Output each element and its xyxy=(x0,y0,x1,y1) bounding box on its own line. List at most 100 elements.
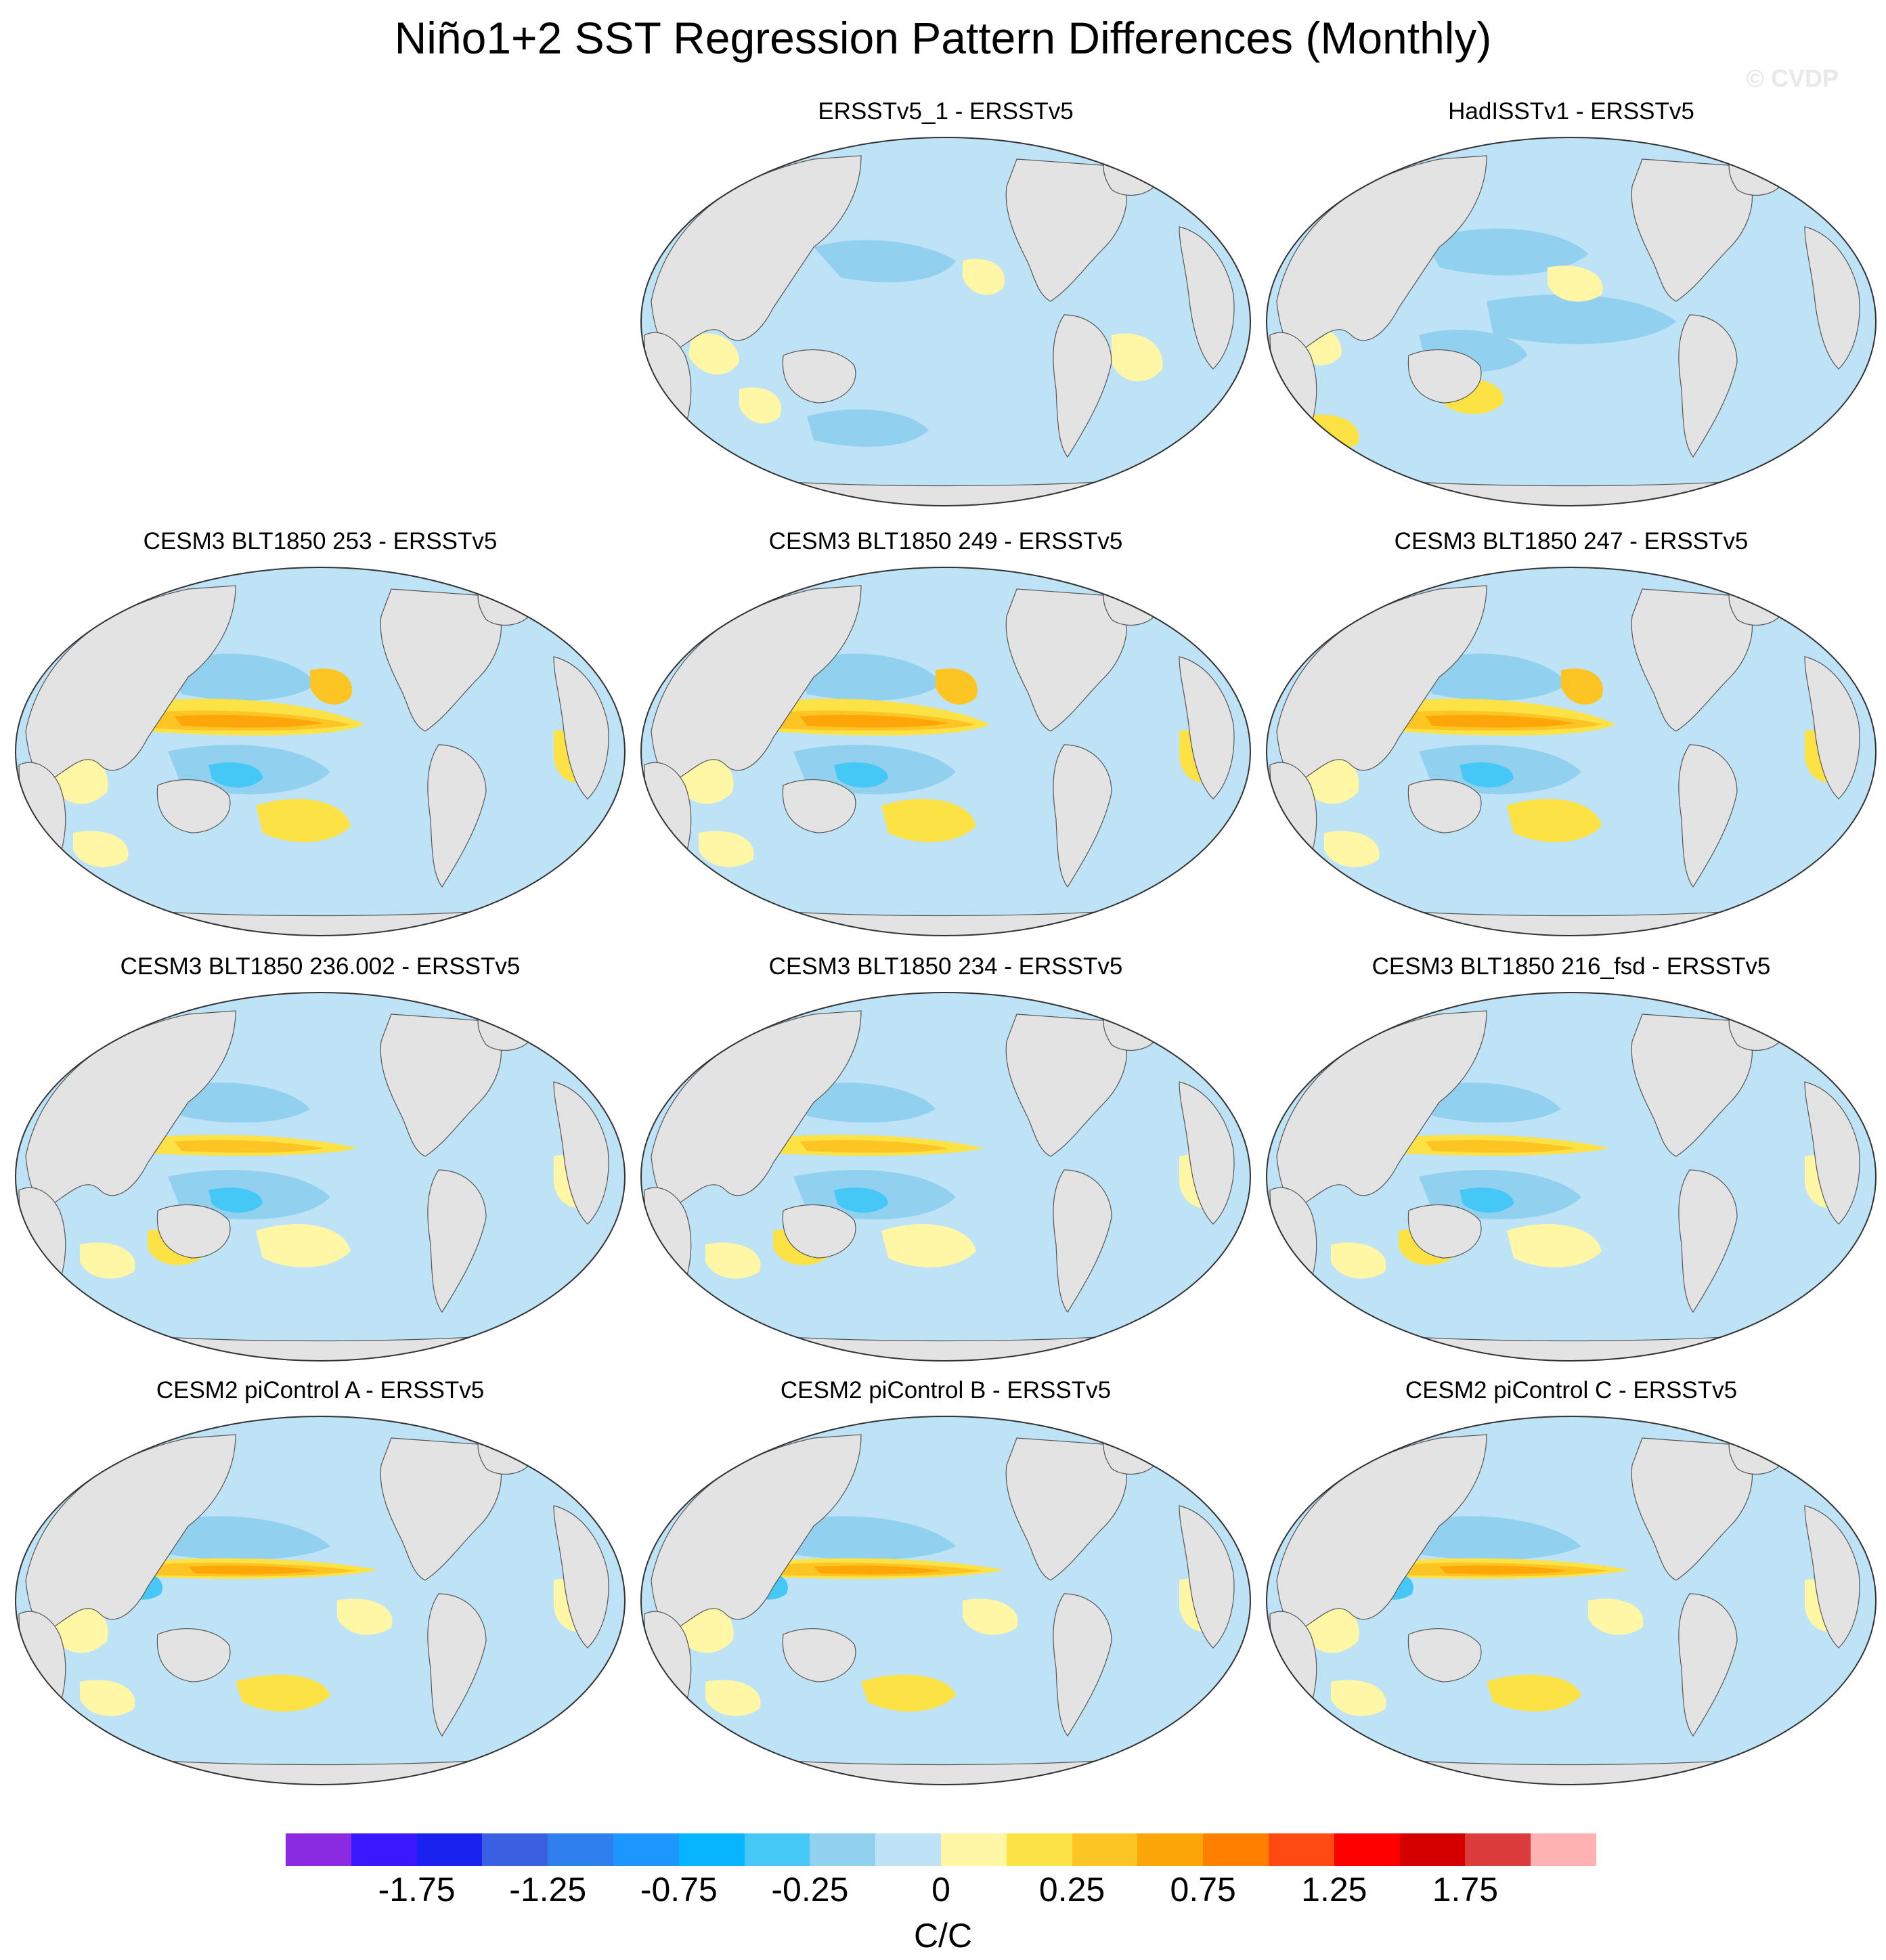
anomaly-region xyxy=(861,301,1044,351)
land-mass xyxy=(380,588,502,732)
map-border xyxy=(1266,567,1877,936)
land-mass xyxy=(1005,1014,1127,1157)
land-mass xyxy=(1179,656,1235,800)
land-mass xyxy=(782,1204,856,1259)
panel-title: ERSSTv5_1 - ERSSTv5 xyxy=(818,98,1074,125)
land-mass xyxy=(782,349,856,404)
anomaly-region xyxy=(1419,653,1568,701)
map-panel: CESM2 piControl C - ERSSTv5 xyxy=(1263,1377,1879,1790)
colorbar-tick-label: 0.25 xyxy=(1038,1871,1105,1909)
colorbar-segment xyxy=(875,1833,942,1866)
map-panel: ERSSTv5_1 - ERSSTv5 xyxy=(638,98,1254,511)
colorbar-segment xyxy=(286,1833,352,1866)
anomaly-region xyxy=(1426,1139,1575,1153)
world-map xyxy=(15,1416,626,1785)
land-mass xyxy=(1678,1169,1738,1313)
land-mass xyxy=(156,1628,231,1682)
colorbar-segment xyxy=(1334,1833,1401,1866)
land-mass xyxy=(1005,1437,1127,1581)
anomaly-region xyxy=(936,668,978,705)
world-map xyxy=(640,567,1251,936)
anomaly-region xyxy=(699,831,754,867)
land-mass xyxy=(1179,1081,1235,1225)
colorbar-segment xyxy=(941,1833,1007,1866)
anomaly-region xyxy=(209,762,263,788)
anomaly-region xyxy=(705,1680,761,1716)
anomaly-region xyxy=(1324,831,1380,867)
anomaly-region xyxy=(1460,762,1514,788)
land-mass xyxy=(427,744,487,888)
anomaly-region xyxy=(861,1674,956,1712)
map-border xyxy=(640,137,1251,506)
map-panel: CESM3 BLT1850 216_fsd - ERSSTv5 xyxy=(1263,953,1879,1366)
land-mass xyxy=(553,1505,609,1649)
colorbar-segment xyxy=(548,1833,614,1866)
land-mass xyxy=(1053,744,1112,888)
anomaly-region xyxy=(256,799,351,842)
colorbar-tick-label: -0.75 xyxy=(640,1871,718,1909)
anomaly-region xyxy=(168,653,317,701)
colorbar-segment xyxy=(810,1833,876,1866)
map-panel: CESM2 piControl B - ERSSTv5 xyxy=(638,1377,1254,1790)
panel-title: HadISSTv1 - ERSSTv5 xyxy=(1448,98,1694,125)
world-map xyxy=(640,992,1251,1362)
anomaly-region xyxy=(881,799,976,842)
land-mass xyxy=(553,656,609,800)
anomaly-region xyxy=(175,714,324,728)
panel-title: CESM2 piControl C - ERSSTv5 xyxy=(1405,1377,1738,1403)
anomaly-region xyxy=(834,1188,888,1213)
colorbar-segment xyxy=(1006,1833,1073,1866)
anomaly-region xyxy=(1426,714,1575,728)
map-border xyxy=(640,1416,1251,1785)
map-panel: CESM3 BLT1850 247 - ERSSTv5 xyxy=(1263,528,1879,941)
anomaly-region xyxy=(773,1516,956,1561)
colorbar-units: C/C xyxy=(913,1917,973,1955)
anomaly-region xyxy=(80,1680,135,1716)
anomaly-region xyxy=(814,240,956,282)
land-mass xyxy=(1678,744,1738,888)
panel-title: CESM3 BLT1850 236.002 - ERSSTv5 xyxy=(120,953,521,980)
colorbar-segment xyxy=(351,1833,418,1866)
anomaly-region xyxy=(1561,668,1603,705)
anomaly-region xyxy=(1507,799,1602,842)
anomaly-region xyxy=(881,1224,976,1267)
land-mass xyxy=(380,1437,502,1581)
land-mass xyxy=(1053,1593,1112,1737)
land-mass xyxy=(1631,1014,1753,1157)
watermark: © CVDP xyxy=(1746,64,1839,92)
land-mass xyxy=(156,779,231,833)
land-mass xyxy=(782,779,856,833)
land-mass xyxy=(1631,588,1753,732)
map-border xyxy=(640,992,1251,1362)
anomaly-region xyxy=(1487,1674,1581,1712)
map-panel: CESM2 piControl A - ERSSTv5 xyxy=(12,1377,628,1790)
colorbar-segment xyxy=(744,1833,810,1866)
map-border xyxy=(640,567,1251,936)
anomaly-region xyxy=(688,333,739,375)
land-mass xyxy=(1804,1505,1860,1649)
anomaly-region xyxy=(168,1083,310,1123)
land-mass xyxy=(1631,158,1753,302)
land-mass xyxy=(1631,1437,1753,1581)
colorbar-segment xyxy=(416,1833,483,1866)
figure-title: Niño1+2 SST Regression Pattern Differenc… xyxy=(394,13,1492,63)
anomaly-region xyxy=(310,668,352,705)
anomaly-region xyxy=(256,1224,351,1267)
colorbar-segment xyxy=(1137,1833,1204,1866)
colorbar-segment xyxy=(1269,1833,1335,1866)
panel-title: CESM3 BLT1850 216_fsd - ERSSTv5 xyxy=(1372,953,1771,980)
anomaly-region xyxy=(1419,1083,1561,1123)
panel-title: CESM2 piControl B - ERSSTv5 xyxy=(780,1377,1112,1403)
land-mass xyxy=(1179,1505,1235,1649)
colorbar-tick-label: 1.25 xyxy=(1301,1871,1367,1909)
world-map xyxy=(15,567,626,936)
world-map xyxy=(1266,137,1877,506)
land-mass xyxy=(1804,1081,1860,1225)
panel-title: CESM3 BLT1850 247 - ERSSTv5 xyxy=(1394,528,1749,554)
land-mass xyxy=(1804,656,1860,800)
land-mass xyxy=(427,1169,487,1313)
anomaly-region xyxy=(209,1188,263,1213)
colorbar-segment xyxy=(1531,1833,1597,1866)
panel-title: CESM2 piControl A - ERSSTv5 xyxy=(156,1377,485,1403)
land-mass xyxy=(553,1081,609,1225)
